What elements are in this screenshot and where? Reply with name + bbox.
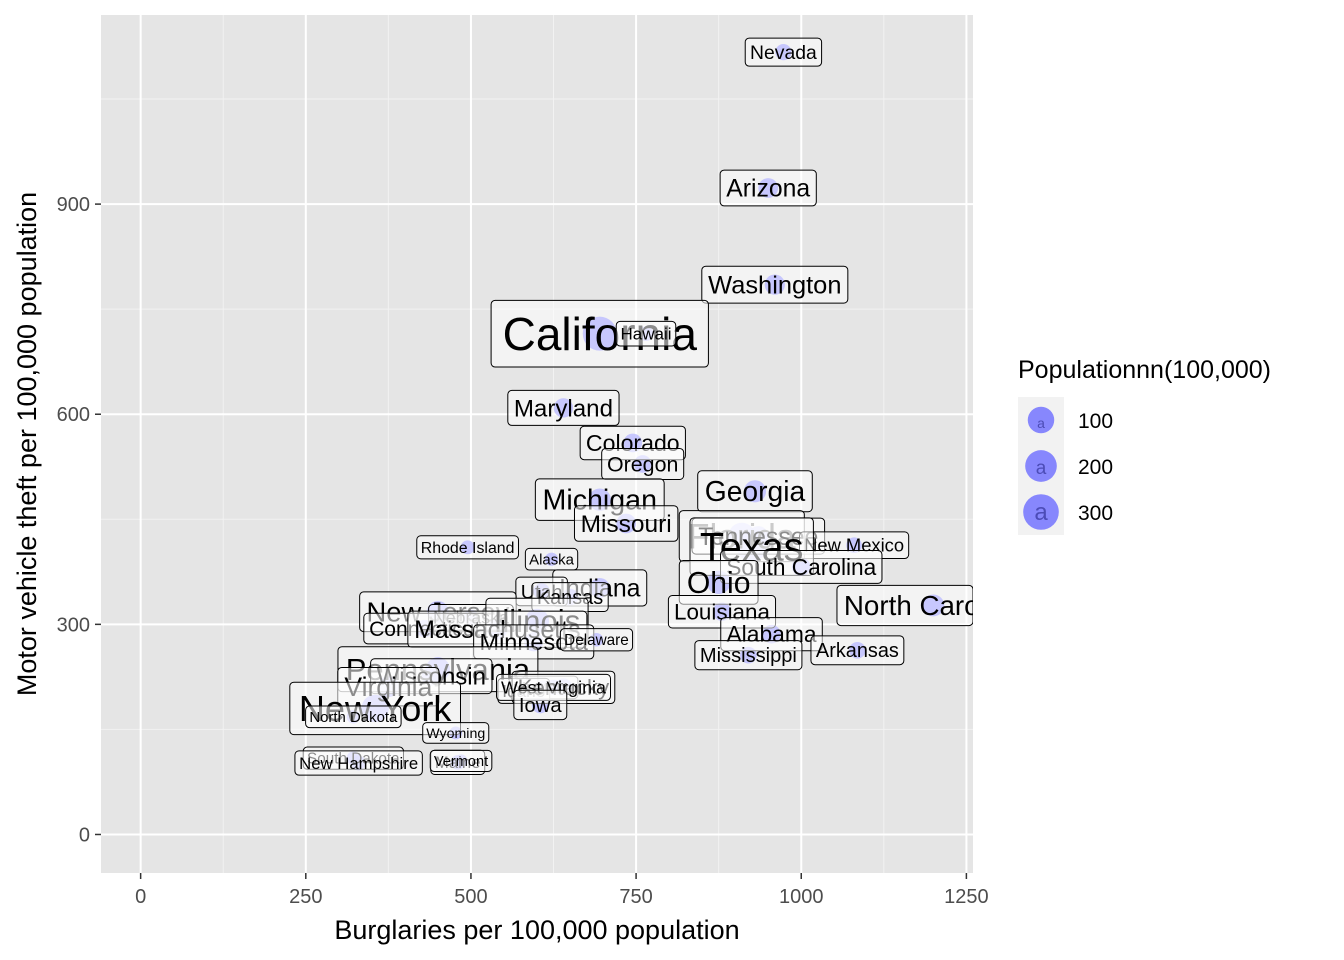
point-label: Georgia [697,470,813,513]
label-text: Washington [708,272,841,300]
legend-title: Populationnn(100,000) [1018,356,1271,384]
label-box [507,389,620,426]
label-box [559,628,634,652]
label-text: Maryland [514,395,613,422]
label-text: Alaska [529,551,575,568]
x-axis-title: Burglaries per 100,000 population [334,915,739,945]
grid-minor [101,15,973,873]
point-label: Washington [701,265,849,304]
label-text: Iowa [519,695,563,717]
x-tick-label: 0 [135,886,146,908]
label-box [836,584,973,627]
label-box [513,689,568,721]
y-tick-label: 300 [57,614,90,636]
point-label: Delaware [559,628,634,652]
legend-key-point [1027,406,1055,434]
x-tick-label: 1000 [779,886,824,908]
label-text: New Hampshire [299,754,418,773]
label-box [305,705,402,729]
label-box [615,320,677,347]
legend-key-glyph: a [1036,458,1047,479]
label-text: Arkansas [816,640,899,662]
label-box [294,750,423,776]
label-box [694,640,803,671]
y-axis: 0 300 600 900 [57,194,101,846]
label-box [422,722,490,744]
point-label: Arizona [719,169,817,207]
label-text: Missouri [581,511,672,538]
label-text: Georgia [705,475,806,507]
legend-key-glyph: a [1034,499,1048,526]
plot-panel [101,15,973,873]
point-label: Oregon [601,447,685,480]
y-axis-title: Motor vehicle theft per 100,000 populati… [12,192,42,696]
legend-key-glyph: a [1037,415,1045,431]
label-box [701,265,849,304]
point-label: Alaska [524,547,579,571]
label-text: Rhode Island [421,540,515,557]
label-box [524,547,579,571]
y-tick-label: 900 [57,194,90,216]
label-box [416,535,519,560]
legend-label: 300 [1078,502,1113,525]
label-text: Wyoming [426,726,485,742]
x-tick-label: 500 [454,886,487,908]
label-box [490,299,709,368]
point-label: North Carolina [836,584,1023,627]
point-label: Rhode Island [416,535,519,560]
x-tick-label: 250 [289,886,322,908]
x-axis: 0 250 500 750 1000 1250 [135,873,989,908]
label-text: Nevada [750,42,817,64]
point-label: California [490,299,709,368]
legend: Populationnn(100,000) a 100 a 200 a 300 [1018,356,1271,535]
legend-label: 100 [1078,410,1113,433]
point-label: Nevada [744,37,823,67]
legend-key-point [1025,450,1057,482]
label-text: Vermont [434,754,488,770]
label-box [573,505,679,542]
label-box [719,169,817,207]
point-label: New Hampshire [294,750,423,776]
point-label: Ohio [678,559,759,605]
y-tick-label: 600 [57,404,90,426]
point-label: Maryland [507,389,620,426]
point-label: Vermont [429,749,493,773]
label-text: Delaware [564,632,629,649]
point-label: Hawaii [615,320,677,347]
label-text: North Dakota [309,709,398,726]
point-label: Wyoming [422,722,490,744]
point-label: Iowa [513,689,568,721]
label-text: Mississippi [700,645,797,667]
label-box [810,635,905,666]
label-text: Oregon [607,452,678,476]
label-text: Ohio [687,567,751,600]
x-tick-label: 1250 [944,886,989,908]
x-tick-label: 750 [619,886,652,908]
legend-key-point [1023,494,1059,530]
legend-label: 200 [1078,456,1113,479]
point-label: North Dakota [305,705,402,729]
point-label: Arkansas [810,635,905,666]
point-label: Missouri [573,505,679,542]
label-text: Hawaii [620,325,671,344]
label-text: North Carolina [844,590,1023,621]
label-text: Arizona [726,176,810,203]
label-box [429,749,493,773]
point-label: Mississippi [694,640,803,671]
label-box [744,37,823,67]
y-tick-label: 0 [79,824,90,846]
